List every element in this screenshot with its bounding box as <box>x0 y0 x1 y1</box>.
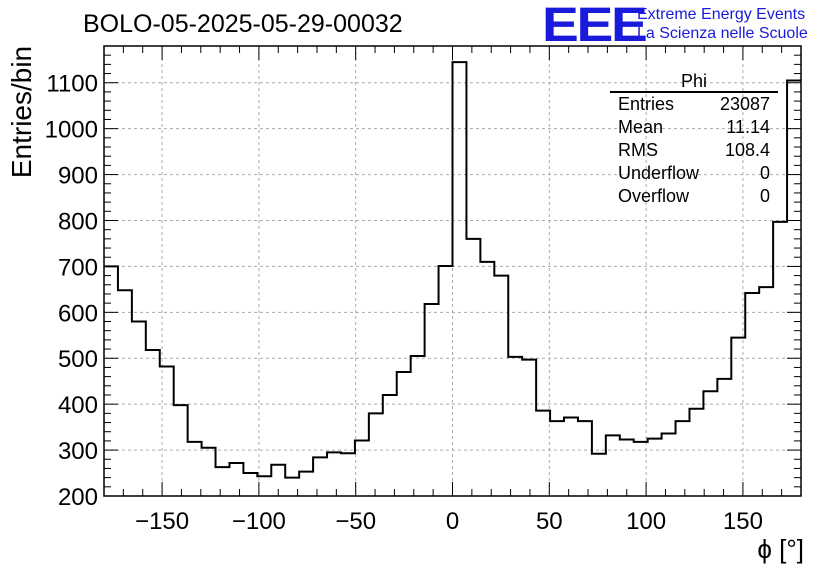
stats-row-entries: Entries 23087 <box>610 93 778 116</box>
histogram-bin <box>773 222 787 496</box>
histogram-bin <box>104 266 118 496</box>
y-tick-label: 400 <box>58 392 98 419</box>
stats-label: Mean <box>618 117 664 137</box>
histogram-bin <box>369 413 383 496</box>
histogram-bin <box>494 276 508 496</box>
histogram-bin <box>383 395 397 496</box>
histogram-bin <box>397 372 411 496</box>
x-tick-label: −50 <box>335 508 376 535</box>
stats-value: 108.4 <box>724 140 770 160</box>
histogram-bin <box>216 467 230 496</box>
logo-line-2: La Scienza nelle Scuole <box>637 25 808 42</box>
histogram-bin <box>717 379 731 496</box>
histogram-bin <box>118 290 132 496</box>
histogram-bin <box>466 239 480 496</box>
histogram-bin <box>453 62 467 496</box>
histogram-bin <box>522 360 536 496</box>
stats-label: RMS <box>618 140 658 160</box>
histogram-bin <box>174 405 188 496</box>
stats-row-mean: Mean 11.14 <box>610 116 778 139</box>
histogram-bin <box>411 356 425 496</box>
histogram-bin <box>202 448 216 496</box>
stats-label: Overflow <box>618 186 690 206</box>
histogram-bin <box>578 421 592 496</box>
histogram-bin <box>689 409 703 496</box>
histogram-bin <box>299 472 313 496</box>
histogram-bin <box>439 266 453 496</box>
histogram-bin <box>257 476 271 496</box>
y-tick-label: 700 <box>58 254 98 281</box>
histogram-bin <box>662 434 676 496</box>
y-tick-label: 600 <box>58 300 98 327</box>
y-tick-label: 300 <box>58 438 98 465</box>
x-axis-label: ϕ [°] <box>757 534 804 564</box>
stats-row-underflow: Underflow 0 <box>610 162 778 185</box>
histogram-bin <box>564 417 578 496</box>
histogram-bin <box>550 421 564 496</box>
stats-title: Phi <box>610 70 778 93</box>
histogram-bin <box>229 463 243 496</box>
stats-value: 11.14 <box>726 117 770 137</box>
x-tick-label: −150 <box>135 508 189 535</box>
histogram-bin <box>620 440 634 496</box>
stats-value: 23087 <box>719 94 770 114</box>
x-tick-label: 0 <box>446 508 459 535</box>
histogram-bin <box>787 80 801 496</box>
histogram-bin <box>132 322 146 496</box>
histogram-bin <box>425 304 439 496</box>
y-tick-label: 1100 <box>46 71 98 98</box>
x-tick-label: 50 <box>536 508 563 535</box>
y-tick-label: 900 <box>58 163 98 190</box>
x-tick-label: −100 <box>232 508 286 535</box>
histogram-bin <box>592 454 606 496</box>
chart-title: BOLO-05-2025-05-29-00032 <box>83 10 403 38</box>
y-tick-label: 500 <box>58 346 98 373</box>
stats-value: 0 <box>759 163 770 183</box>
stats-value: 0 <box>759 186 770 206</box>
histogram-bin <box>759 287 773 496</box>
stats-label: Entries <box>618 94 675 114</box>
x-tick-label: 150 <box>723 508 763 535</box>
stats-label: Underflow <box>618 163 700 183</box>
x-tick-label: 100 <box>626 508 666 535</box>
histogram-bin <box>508 357 522 496</box>
histogram-outline <box>104 61 801 479</box>
histogram-bin <box>313 457 327 496</box>
histogram-bin <box>745 293 759 496</box>
histogram-bin <box>285 478 299 496</box>
histogram-bin <box>341 453 355 496</box>
stats-row-overflow: Overflow 0 <box>610 185 778 208</box>
y-tick-label: 1000 <box>45 117 98 144</box>
histogram-bin <box>146 350 160 496</box>
histogram-bin <box>327 452 341 496</box>
histogram-bin <box>355 440 369 496</box>
histogram-bin <box>480 262 494 496</box>
stats-row-rms: RMS 108.4 <box>610 139 778 162</box>
stats-box: Phi Entries 23087 Mean 11.14 RMS 108.4 Unde… <box>610 70 778 208</box>
histogram-bin <box>536 411 550 496</box>
histogram-bin <box>648 439 662 496</box>
histogram-bin <box>243 473 257 496</box>
eee-logo: EEE <box>542 0 648 52</box>
y-tick-label: 800 <box>58 208 98 235</box>
y-axis-label: Entries/bin <box>6 45 37 179</box>
logo-line-1: Extreme Energy Events <box>637 6 806 23</box>
histogram-bin <box>676 421 690 496</box>
histogram-bin <box>606 435 620 496</box>
histogram-bin <box>703 391 717 496</box>
y-tick-label: 200 <box>58 484 98 511</box>
